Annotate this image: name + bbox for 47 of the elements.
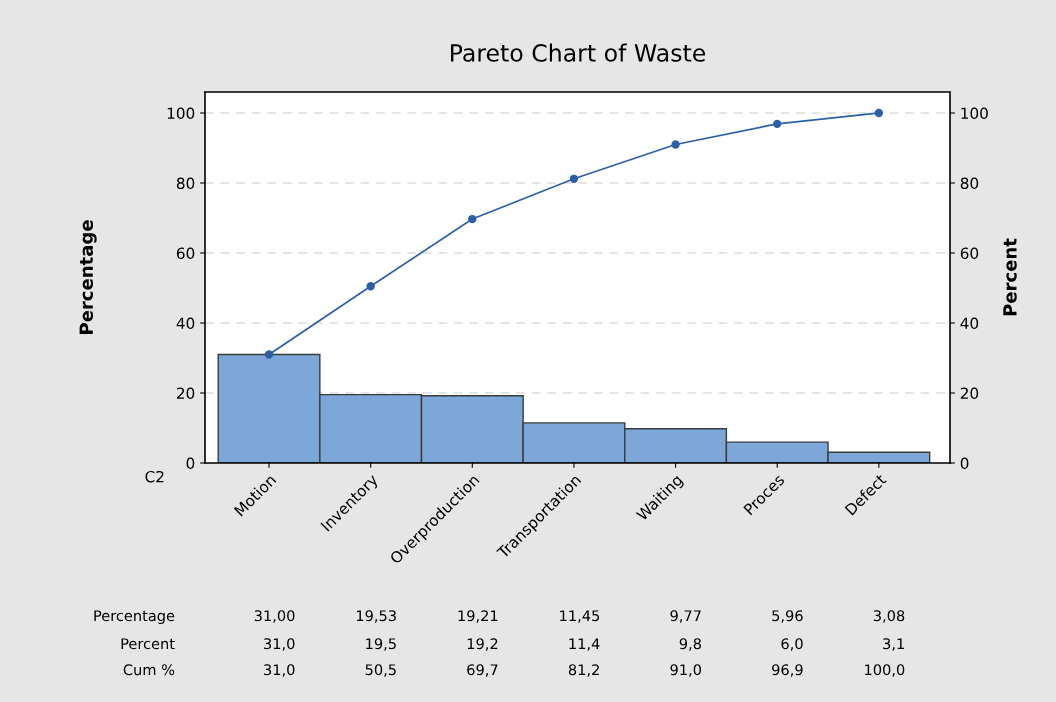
y2-tick-label: 20 (960, 387, 979, 400)
y-tick-label: 40 (176, 317, 195, 330)
y2-tick-label: 60 (960, 247, 979, 260)
point (874, 108, 884, 118)
text: Percentage (94, 610, 175, 625)
data-label: 96,9 (772, 664, 803, 677)
point (366, 282, 375, 291)
chart-title: Pareto Chart of Waste (451, 43, 706, 62)
data-label: 5,96 (772, 610, 803, 623)
data-label: 3,08 (873, 610, 905, 623)
y-tick-label: 60 (176, 247, 195, 260)
x-axis-title: C2 (145, 470, 164, 483)
data-label: 69,7 (467, 664, 498, 677)
data-label: 31,0 (264, 664, 295, 677)
data-label: 9,77 (670, 610, 701, 623)
text: 31,0 (264, 638, 295, 651)
point (569, 174, 579, 183)
y2-tick-label: 80 (960, 177, 979, 190)
text: 9,8 (679, 638, 701, 651)
data-label: 91,0 (670, 664, 702, 677)
data-label: 11,45 (560, 610, 600, 623)
y-axis-title: Percentage (79, 220, 97, 334)
text: 19,5 (366, 638, 396, 651)
point (468, 214, 477, 224)
data-label: 50,5 (365, 664, 396, 677)
y-tick-label: 0 (186, 457, 195, 470)
text: 11,4 (569, 638, 600, 651)
y2-axis-title: Percent (1003, 238, 1017, 316)
y2-tick-label: 40 (960, 317, 979, 330)
text: Percent (121, 638, 175, 650)
data-label: 31,00 (254, 610, 295, 623)
y2-tick-label: 100 (961, 107, 988, 120)
y-tick-label: 100 (167, 107, 195, 120)
data-label: 81,2 (568, 664, 599, 677)
text: 6,0 (781, 638, 803, 651)
text: Cum % (123, 664, 175, 676)
data-label: 19,53 (356, 610, 396, 623)
text: 19,2 (467, 638, 498, 651)
y-tick-label: 20 (176, 387, 195, 400)
y2-tick-label: 0 (960, 457, 969, 470)
text: 3,1 (883, 638, 904, 651)
point (773, 119, 782, 129)
point (671, 140, 680, 149)
y-tick-label: 80 (176, 177, 195, 190)
point (264, 350, 274, 359)
data-label: 19,21 (458, 610, 498, 623)
data-label: 100,0 (865, 664, 905, 677)
